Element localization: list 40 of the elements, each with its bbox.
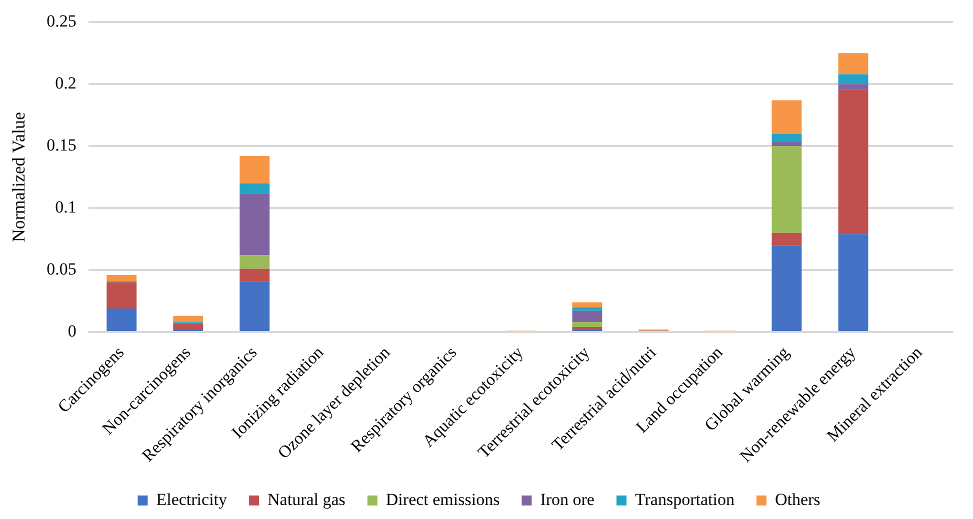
bar xyxy=(572,310,602,322)
legend-label: Electricity xyxy=(156,490,228,509)
bar xyxy=(838,74,868,84)
bar xyxy=(572,327,602,330)
y-tick-label: 0.2 xyxy=(55,74,76,93)
bar xyxy=(838,53,868,74)
y-tick-label: 0.15 xyxy=(46,136,76,155)
bar xyxy=(772,146,802,233)
bar xyxy=(772,141,802,146)
y-tick-label: 0.05 xyxy=(46,260,76,278)
y-axis-title: Normalized Value xyxy=(8,112,29,242)
bar xyxy=(173,316,204,322)
bar xyxy=(240,268,270,282)
legend-label: Transportation xyxy=(634,490,735,509)
y-tick-label: 0.1 xyxy=(55,198,76,217)
legend-label: Natural gas xyxy=(268,490,346,509)
bar xyxy=(173,323,204,330)
bar xyxy=(572,307,602,311)
legend-label: Others xyxy=(774,490,820,509)
bar xyxy=(240,193,270,256)
bar xyxy=(772,100,802,134)
y-tick-label: 0.25 xyxy=(46,12,76,31)
bar xyxy=(106,274,137,282)
bar xyxy=(838,234,868,331)
bar xyxy=(240,255,270,269)
bar xyxy=(106,282,137,308)
bar xyxy=(240,156,270,184)
bar xyxy=(572,322,602,328)
bar xyxy=(838,89,868,234)
bar xyxy=(572,302,602,308)
bar xyxy=(240,183,270,194)
legend-label: Iron ore xyxy=(540,490,594,509)
y-tick-label: 0 xyxy=(68,321,76,340)
bar xyxy=(772,232,802,246)
bar xyxy=(772,134,802,142)
bar xyxy=(838,84,868,90)
bar xyxy=(240,281,270,331)
legend-label: Direct emissions xyxy=(386,490,500,509)
bar xyxy=(772,245,802,331)
bar xyxy=(106,308,137,331)
